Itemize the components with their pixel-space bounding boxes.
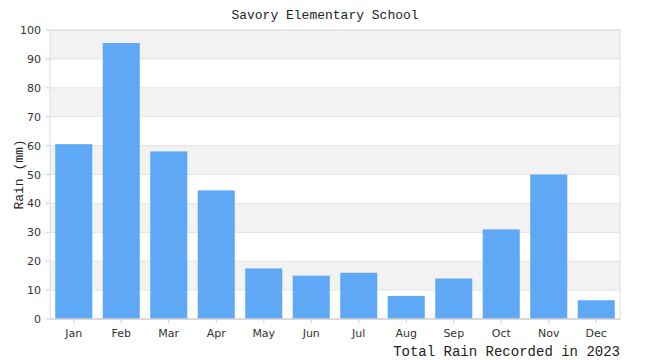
- bar: [483, 229, 520, 319]
- x-tick-label: Nov: [538, 327, 560, 340]
- grid: [46, 30, 620, 319]
- y-tick: [46, 58, 50, 59]
- y-tick: [46, 290, 50, 291]
- x-tick-label: Feb: [112, 327, 131, 340]
- x-tick-label: Apr: [207, 327, 227, 340]
- y-tick: [46, 116, 50, 117]
- x-tick-label: Sep: [443, 327, 464, 340]
- y-tick: [46, 319, 50, 320]
- y-tick-label: 60: [27, 140, 41, 153]
- x-tick: [216, 319, 217, 323]
- bars: [55, 43, 615, 319]
- x-axis-line: [50, 319, 620, 320]
- bar: [530, 175, 567, 320]
- x-tick: [548, 319, 549, 323]
- y-tick-label: 100: [20, 24, 41, 37]
- x-tick-label: Aug: [396, 327, 417, 340]
- x-tick-label: Oct: [492, 327, 512, 340]
- plot-frame: [50, 30, 620, 319]
- y-tick-label: 90: [27, 53, 41, 66]
- chart: 0 10 20 30 40 50 60 70 80 90 100 Jan Feb Mar Apr May Jun…: [0, 0, 650, 360]
- x-axis-label: Total Rain Recorded in 2023: [393, 344, 620, 360]
- bar: [55, 144, 92, 319]
- y-tick-label: 40: [27, 197, 41, 210]
- y-tick: [46, 203, 50, 204]
- x-tick: [406, 319, 407, 323]
- x-tick-label: Jun: [302, 327, 320, 340]
- x-tick: [501, 319, 502, 323]
- bar: [198, 190, 235, 319]
- x-tick: [453, 319, 454, 323]
- x-tick-label: Jan: [64, 327, 82, 340]
- bar: [578, 300, 615, 319]
- bar: [245, 268, 282, 319]
- bar: [103, 43, 140, 319]
- y-tick: [46, 174, 50, 175]
- y-tick-label: 30: [27, 226, 41, 239]
- x-tick: [121, 319, 122, 323]
- y-tick-label: 0: [34, 313, 41, 326]
- y-axis-label: Rain (mm): [12, 139, 27, 209]
- y-tick-label: 50: [27, 169, 41, 182]
- y-tick: [46, 145, 50, 146]
- x-tick: [358, 319, 359, 323]
- bar: [150, 151, 187, 319]
- bar: [293, 276, 330, 319]
- x-tick-label: Dec: [586, 327, 607, 340]
- x-tick: [263, 319, 264, 323]
- bar: [340, 273, 377, 319]
- y-tick-label: 20: [27, 255, 41, 268]
- x-tick: [596, 319, 597, 323]
- bar: [388, 296, 425, 319]
- y-tick-label: 80: [27, 82, 41, 95]
- x-tick-label: Jul: [351, 327, 365, 340]
- grid-line: [50, 319, 620, 320]
- x-tick: [168, 319, 169, 323]
- bar: [435, 279, 472, 319]
- y-tick: [46, 261, 50, 262]
- x-tick-label: Mar: [158, 327, 179, 340]
- x-tick-labels: Jan Feb Mar Apr May Jun Jul Aug Sep Oct Nov Dec: [64, 319, 607, 340]
- x-tick: [311, 319, 312, 323]
- x-tick: [73, 319, 74, 323]
- x-tick-label: May: [252, 327, 275, 340]
- y-tick-label: 70: [27, 111, 41, 124]
- title: Savory Elementary School: [231, 8, 418, 23]
- plot-background: [50, 30, 620, 319]
- y-tick: [46, 232, 50, 233]
- y-tick: [46, 30, 50, 31]
- y-tick: [46, 87, 50, 88]
- y-tick-label: 10: [27, 284, 41, 297]
